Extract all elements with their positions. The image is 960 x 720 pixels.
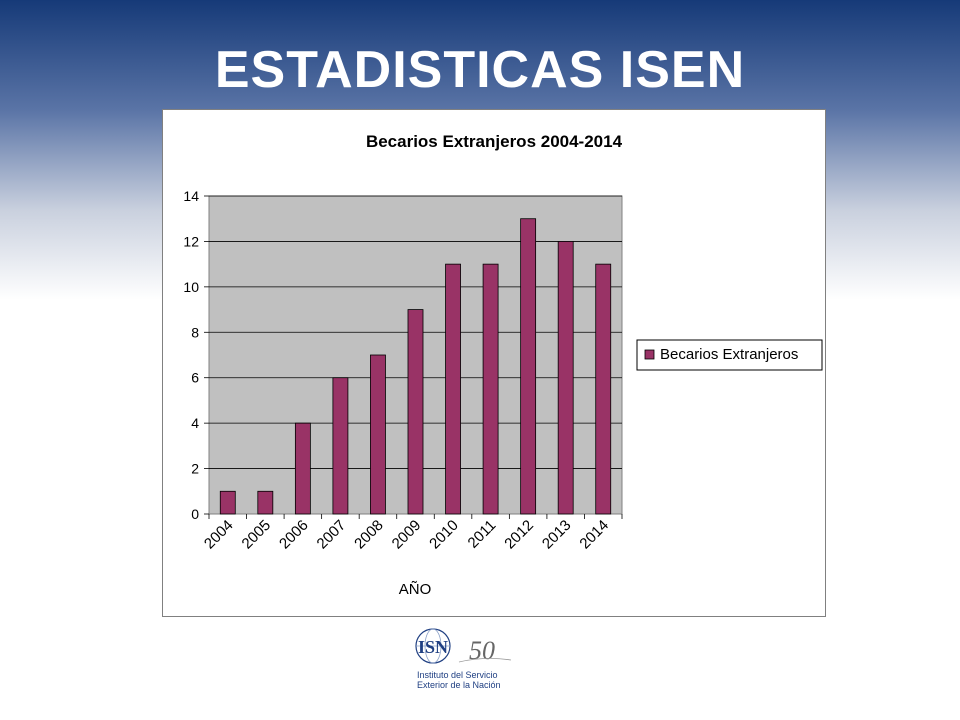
y-tick-label: 2 — [191, 461, 199, 477]
bar-2004 — [219, 490, 236, 515]
bars — [219, 218, 612, 515]
x-tick-label: 2012 — [501, 517, 537, 553]
legend-swatch — [644, 349, 655, 360]
bar-chart: Becarios Extranjeros 2004-2014 0 2 4 6 8 10 12… — [183, 132, 823, 598]
x-tick-label: 2008 — [351, 517, 387, 553]
legend-label: Becarios Extranjeros — [660, 346, 798, 363]
bar-2006 — [294, 422, 311, 515]
chart-container: Becarios Extranjeros 2004-2014 0 2 4 6 8 10 12… — [162, 109, 826, 617]
chart-title: Becarios Extranjeros 2004-2014 — [366, 132, 623, 151]
bar-2010 — [445, 263, 461, 515]
y-tick-label: 10 — [183, 279, 199, 295]
y-tick-label: 0 — [191, 506, 199, 522]
y-tick-label: 14 — [183, 188, 199, 204]
bar-2005 — [257, 490, 274, 515]
x-tick-label: 2009 — [389, 517, 425, 553]
x-tick-label: 2010 — [426, 517, 462, 553]
logo-text-line1: Instituto del Servicio — [417, 670, 498, 680]
legend: Becarios Extranjeros — [636, 339, 823, 371]
bar-2013 — [557, 241, 574, 515]
bar-2008 — [370, 354, 386, 515]
logo-monogram: ISN — [418, 637, 448, 657]
x-tick-label: 2007 — [314, 517, 350, 553]
bar-2011 — [482, 263, 499, 515]
x-tick-label: 2006 — [276, 517, 312, 553]
x-tick-label: 2014 — [576, 517, 612, 553]
y-tick-label: 6 — [191, 370, 199, 386]
x-axis: 2004 2005 2006 2007 2008 2009 2010 2011 2012 2013… — [201, 514, 623, 553]
legend-box — [636, 339, 823, 371]
slide-title: ESTADISTICAS ISEN — [214, 41, 746, 99]
logo-emblem: ISN 50 — [415, 628, 512, 665]
logo-anniversary: 50 — [469, 636, 495, 665]
y-tick-label: 4 — [191, 415, 199, 431]
bar-2012 — [520, 218, 537, 515]
grid-lines — [209, 195, 622, 469]
isen-logo: ISN 50 Instituto del Servicio Exterior d… — [415, 626, 515, 690]
y-tick-label: 8 — [191, 324, 199, 340]
bar-2014 — [595, 263, 612, 515]
y-tick-label: 12 — [183, 233, 199, 249]
x-axis-label: AÑO — [399, 581, 432, 598]
x-tick-label: 2013 — [539, 517, 575, 553]
y-axis: 0 2 4 6 8 10 12 14 — [183, 188, 209, 522]
x-tick-label: 2004 — [201, 517, 237, 553]
logo-text-line2: Exterior de la Nación — [417, 680, 501, 690]
x-tick-label: 2011 — [465, 517, 500, 552]
bar-2009 — [407, 309, 424, 515]
x-tick-label: 2005 — [239, 517, 275, 553]
bar-2007 — [332, 377, 349, 515]
